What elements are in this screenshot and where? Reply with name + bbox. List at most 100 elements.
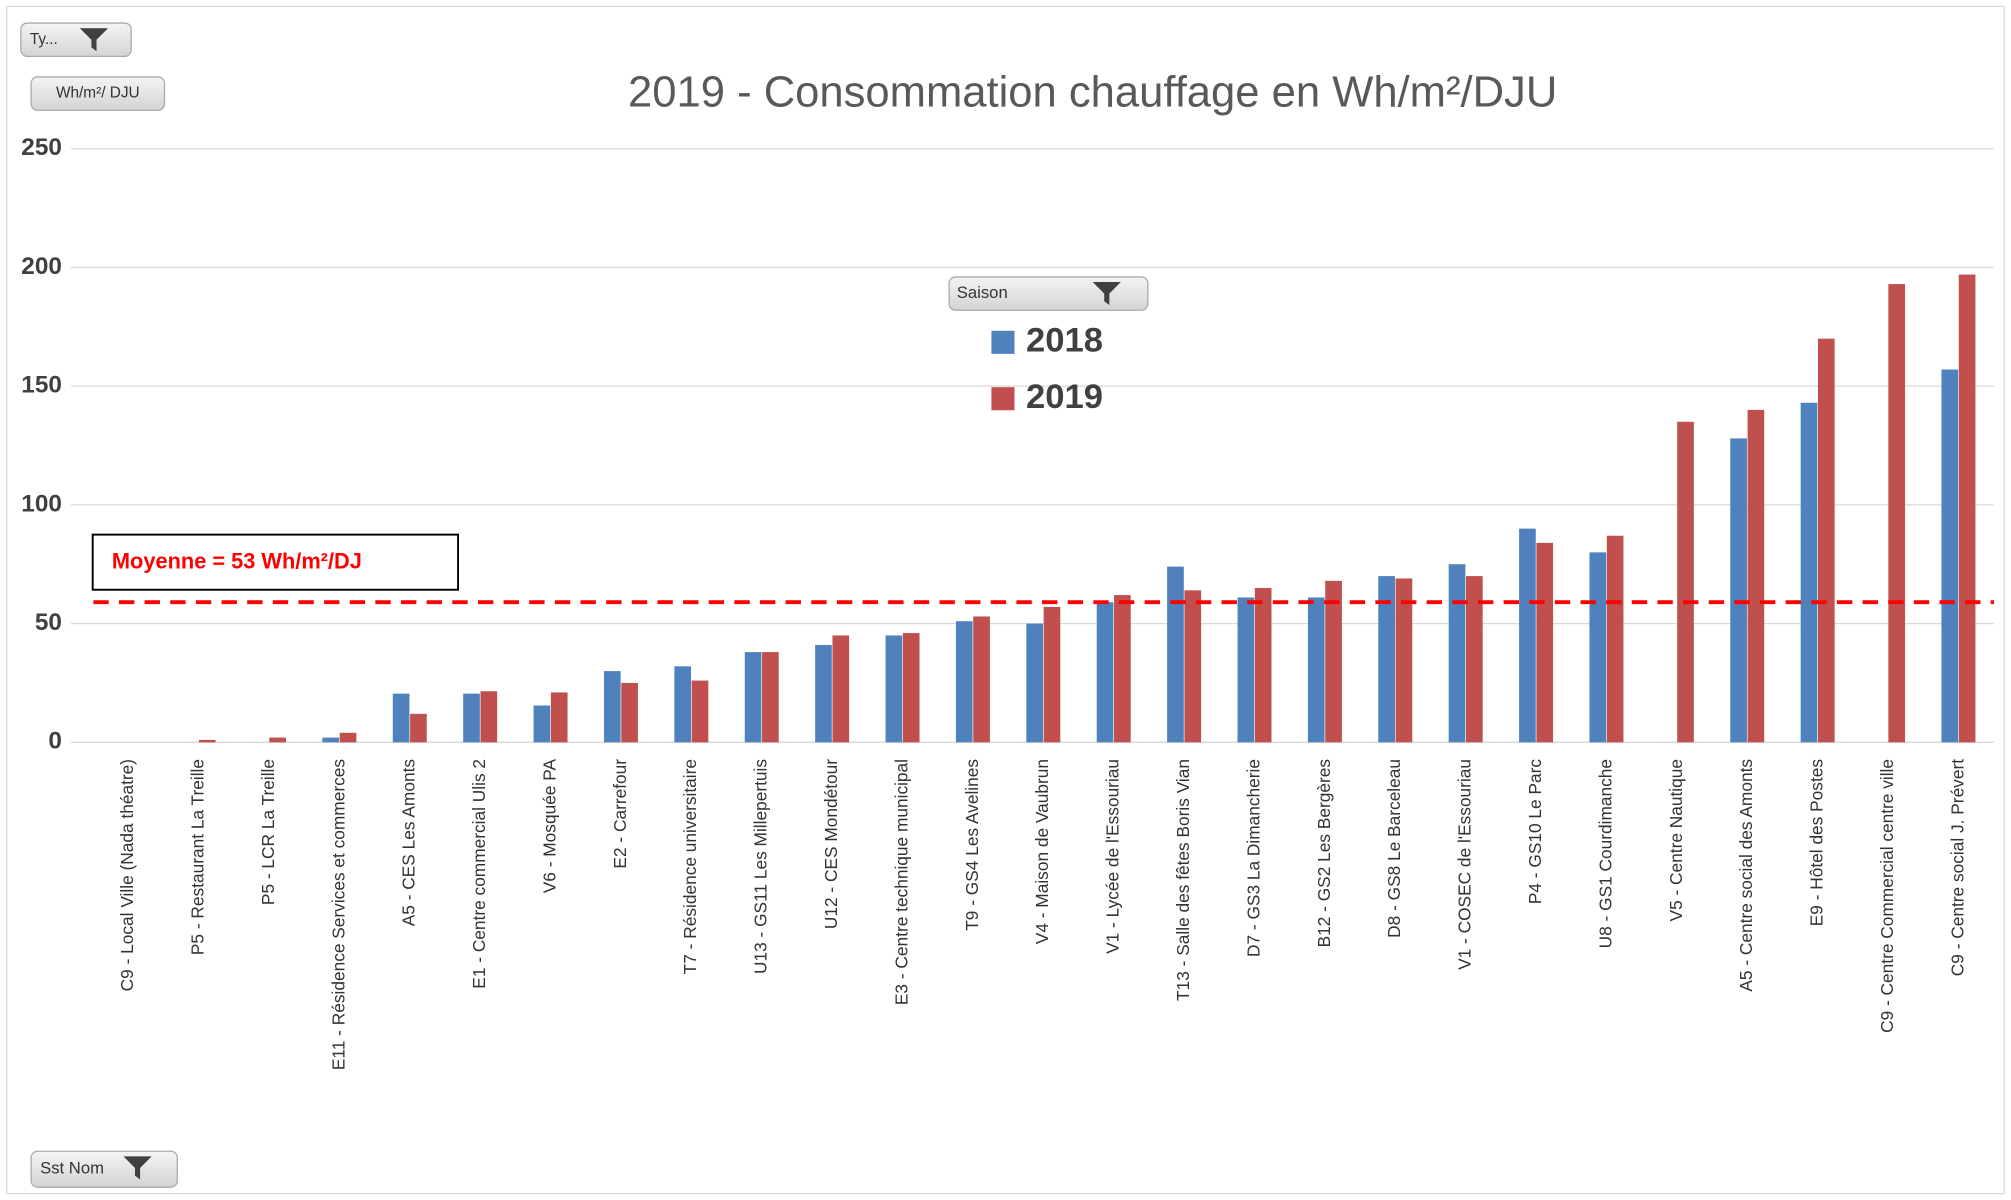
bar <box>1817 338 1835 743</box>
bar <box>322 737 340 743</box>
value-field-button[interactable]: Wh/m²/ DJU <box>30 76 166 111</box>
x-tick-label: P5 - LCR La Treille <box>258 759 278 905</box>
x-tick-label: A5 - Centre social des Amonts <box>1736 759 1756 992</box>
bar <box>269 737 286 743</box>
bar <box>1395 578 1413 743</box>
legend-swatch <box>991 330 1015 354</box>
chart-title: 2019 - Consommation chauffage en Wh/m²/D… <box>628 68 1557 116</box>
button-label: Sst Nom <box>40 1159 104 1178</box>
bar <box>1043 606 1061 743</box>
bar <box>1325 580 1342 743</box>
bar <box>410 713 427 743</box>
button-label: Saison <box>957 283 1008 302</box>
bar <box>1536 542 1554 743</box>
type-filter-button[interactable]: Ty... <box>20 22 132 58</box>
bar <box>1237 597 1255 743</box>
bar <box>339 732 357 743</box>
bar <box>480 691 498 743</box>
bar <box>832 635 850 743</box>
annotation-box <box>91 533 460 591</box>
bar <box>1519 528 1536 743</box>
bar <box>885 635 903 743</box>
x-tick-label: E3 - Centre technique municipal <box>891 759 911 1005</box>
y-tick-label: 150 <box>21 372 62 399</box>
bar <box>621 682 638 743</box>
x-tick-label: C9 - Local Ville (Nada théatre) <box>117 759 137 991</box>
bar <box>1378 576 1395 743</box>
bar <box>1747 409 1765 743</box>
x-tick-label: C9 - Centre social J. Prévert <box>1947 759 1967 976</box>
button-label: Ty... <box>30 31 58 48</box>
bar <box>674 666 692 743</box>
bar <box>1184 590 1202 743</box>
bar <box>550 692 568 743</box>
legend-label: 2019 <box>1026 378 1103 416</box>
bar <box>1254 587 1272 743</box>
button-label: Wh/m²/ DJU <box>56 85 140 102</box>
x-tick-label: T7 - Résidence universitaire <box>680 759 700 974</box>
axis-filter-button[interactable]: Sst Nom <box>30 1150 178 1188</box>
y-tick-label: 50 <box>35 609 62 636</box>
x-tick-label: E11 - Résidence Services et commerces <box>328 759 348 1070</box>
x-tick-label: E9 - Hôtel des Postes <box>1807 759 1827 927</box>
bar <box>955 621 973 743</box>
bar <box>815 644 832 743</box>
bar <box>1958 274 1976 743</box>
x-tick-label: U8 - GS1 Courdimanche <box>1595 759 1615 948</box>
legend-swatch <box>991 387 1015 411</box>
annotation: Moyenne = 53 Wh/m²/DJ <box>112 549 362 574</box>
bar <box>463 693 480 743</box>
x-tick-label: E1 - Centre commercial Ulis 2 <box>469 759 489 989</box>
bar <box>1677 421 1694 743</box>
chart-border <box>6 5 2005 1195</box>
x-tick-label: B12 - GS2 Les Bergères <box>1314 759 1334 948</box>
bar <box>1730 438 1747 743</box>
x-tick-label: E2 - Carrefour <box>610 759 630 869</box>
bar <box>1606 535 1624 743</box>
y-tick-label: 200 <box>21 253 62 280</box>
x-tick-label: U12 - CES Mondétour <box>821 759 841 929</box>
button-bg <box>30 76 166 111</box>
y-tick-label: 100 <box>21 490 62 517</box>
legend-label: 2018 <box>1026 321 1103 359</box>
bar <box>1589 552 1607 743</box>
plot: 0 50 100 150 200 250 C9 - Local Ville (Nada th… <box>21 134 1994 1070</box>
bar <box>198 739 216 743</box>
bar <box>1888 284 1906 743</box>
x-tick-label: V4 - Maison de Vaubrun <box>1032 759 1052 944</box>
y-tick-label: 250 <box>21 134 62 161</box>
x-tick-label: T13 - Salle des fêtes Boris Vian <box>1173 759 1193 1001</box>
bar <box>691 680 709 743</box>
x-tick-label: V1 - Lycée de l'Essouriau <box>1103 759 1123 954</box>
x-tick-label: A5 - CES Les Amonts <box>399 759 419 927</box>
bar <box>744 652 762 743</box>
x-tick-label: V5 - Centre Nautique <box>1666 759 1686 922</box>
bar <box>1114 595 1131 743</box>
x-tick-label: P4 - GS10 Le Parc <box>1525 759 1545 905</box>
x-tick-label: V1 - COSEC de l'Essouriau <box>1455 759 1475 970</box>
bar <box>973 616 990 743</box>
x-tick-label: D7 - GS3 La Dimancherie <box>1243 759 1263 957</box>
bar <box>1026 623 1043 743</box>
x-tick-label: U13 - GS11 Les Millepertuis <box>751 759 771 974</box>
bar <box>533 705 551 743</box>
x-tick-label: V6 - Mosquée PA <box>539 759 559 894</box>
x-tick-label: T9 - GS4 Les Avelines <box>962 759 982 931</box>
bar <box>1466 576 1483 743</box>
bar <box>902 633 920 743</box>
y-tick-label: 0 <box>48 728 62 755</box>
bar <box>603 671 621 743</box>
x-tick-label: P5 - Restaurant La Treille <box>187 759 207 955</box>
bar <box>1307 597 1325 743</box>
bar <box>392 693 410 743</box>
bar <box>1448 564 1466 743</box>
x-tick-label: D8 - GS8 Le Barceleau <box>1384 759 1404 938</box>
legend-filter-button[interactable]: Saison <box>948 276 1149 311</box>
bar <box>1800 402 1818 743</box>
bar <box>1167 566 1184 743</box>
bar <box>762 652 779 743</box>
bar <box>1941 369 1959 743</box>
x-tick-label: C9 - Centre Commercial centre ville <box>1877 759 1897 1033</box>
bar <box>1096 602 1114 743</box>
